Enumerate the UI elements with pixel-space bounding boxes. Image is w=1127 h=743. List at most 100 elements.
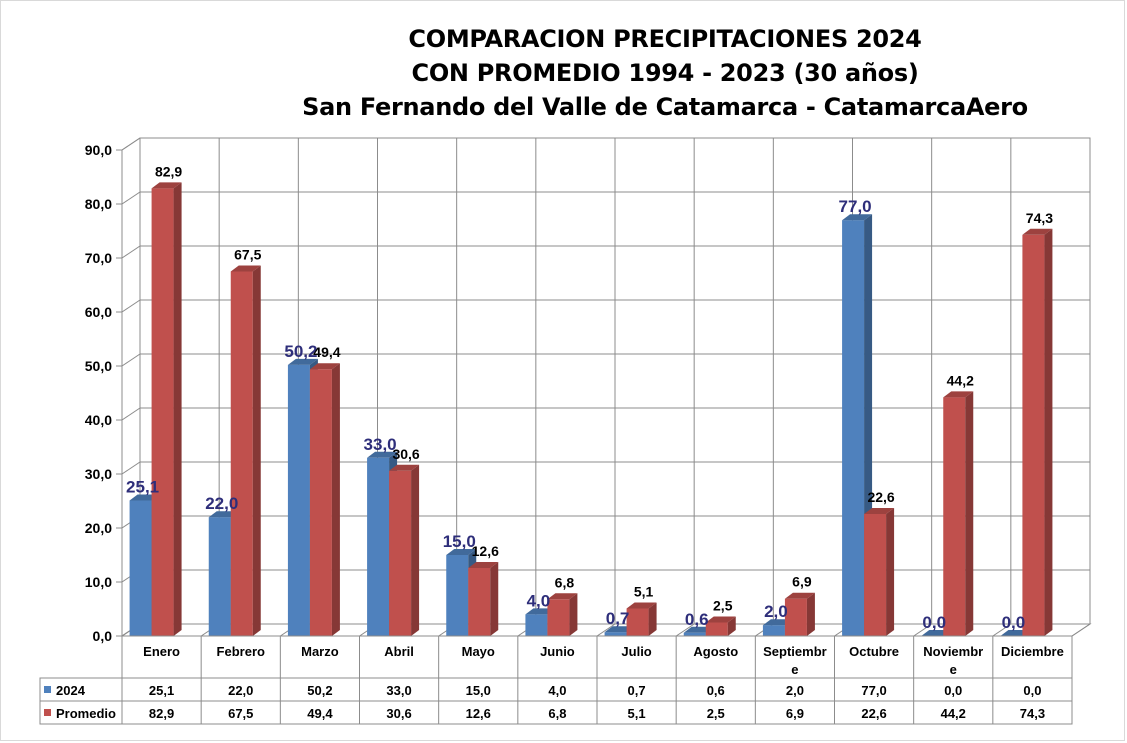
x-category-label: Enero [143, 644, 180, 659]
x-category-label: Julio [621, 644, 651, 659]
bar-top [230, 265, 261, 272]
data-label-2024: 2,0 [764, 602, 788, 621]
bar-side [173, 182, 182, 636]
chart-title-line-2: CON PROMEDIO 1994 - 2023 (30 años) [411, 59, 919, 87]
bar-front [864, 513, 887, 636]
table-cell: 22,0 [228, 683, 253, 698]
bar-top [1022, 228, 1053, 235]
bar-front [762, 625, 785, 636]
table-cell: 6,9 [786, 706, 804, 721]
y-tick-label: 40,0 [85, 412, 112, 428]
legend-label: 2024 [56, 683, 86, 698]
bar-side [648, 602, 657, 636]
table-cell: 67,5 [228, 706, 253, 721]
data-label-2024: 0,6 [685, 610, 709, 629]
table-cell: 22,6 [861, 706, 886, 721]
bar-series-promedio [309, 363, 340, 636]
data-label-2024: 0,0 [1002, 613, 1026, 632]
bar-front [626, 608, 649, 636]
bar-side [490, 561, 499, 636]
bar-front [525, 614, 548, 636]
chart-title-line-3: San Fernando del Valle de Catamarca - Ca… [302, 93, 1028, 121]
bar-front [129, 500, 152, 636]
data-table: Enero 25,1 82,9 Febrero 22,0 67,5 Marzo 50,2 49,… [39, 635, 1073, 725]
bar-top [151, 182, 182, 189]
bar-side [806, 592, 815, 636]
data-label-promedio: 12,6 [472, 543, 499, 559]
bar-series-promedio [389, 464, 420, 636]
bar-side [886, 507, 895, 636]
x-category-label: e [950, 662, 957, 677]
y-tick-label: 30,0 [85, 466, 112, 482]
bar-side [331, 363, 340, 636]
bar-top [784, 592, 815, 599]
category-gridline [992, 138, 1012, 637]
data-label-promedio: 6,8 [555, 574, 575, 590]
data-label-promedio: 5,1 [634, 583, 654, 599]
bars [129, 182, 1053, 636]
y-tick-label: 20,0 [85, 520, 112, 536]
data-label-2024: 15,0 [443, 532, 476, 551]
data-label-promedio: 67,5 [234, 247, 261, 263]
data-label-2024: 33,0 [364, 435, 397, 454]
bar-top [705, 616, 736, 623]
bar-front [547, 599, 570, 636]
bar-front [446, 555, 469, 636]
bar-top [389, 464, 420, 471]
bar-top [864, 507, 895, 514]
x-category-label: Marzo [301, 644, 339, 659]
table-cell: 5,1 [628, 706, 646, 721]
bar-front [705, 622, 728, 636]
bar-side [569, 593, 578, 636]
bar-front [389, 470, 412, 636]
x-category-label: Agosto [693, 644, 738, 659]
bar-side [411, 464, 420, 636]
bar-front [468, 567, 491, 636]
table-cell: 82,9 [149, 706, 174, 721]
bar-front [784, 598, 807, 636]
x-category-label: e [791, 662, 798, 677]
bar-top [309, 363, 340, 370]
bar-front [151, 188, 174, 636]
bar-front [1022, 234, 1045, 636]
y-tick-label: 60,0 [85, 304, 112, 320]
table-cell: 77,0 [861, 683, 886, 698]
y-tick-label: 10,0 [85, 574, 112, 590]
data-label-2024: 0,7 [606, 609, 630, 628]
data-label-promedio: 6,9 [792, 574, 812, 590]
legend-key [44, 686, 51, 693]
table-cell: 2,5 [707, 706, 725, 721]
table-cell: 0,0 [1023, 683, 1041, 698]
category-gridline [1071, 138, 1091, 637]
bar-series-promedio [705, 616, 736, 636]
table-cell: 6,8 [548, 706, 566, 721]
bar-top [287, 358, 318, 365]
x-category-label: Septiembr [763, 644, 827, 659]
x-category-label: Noviembr [923, 644, 983, 659]
data-label-promedio: 30,6 [392, 446, 419, 462]
table-cell: 15,0 [466, 683, 491, 698]
bar-series-promedio [626, 602, 657, 636]
legend-label: Promedio [56, 706, 116, 721]
bar-top [468, 561, 499, 568]
data-label-promedio: 2,5 [713, 598, 733, 614]
bar-top [547, 593, 578, 600]
bar-series-promedio [151, 182, 182, 636]
data-label-2024: 50,2 [284, 342, 317, 361]
data-label-2024: 0,0 [922, 613, 946, 632]
table-cell: 0,7 [628, 683, 646, 698]
table-cell: 44,2 [941, 706, 966, 721]
bar-top [943, 391, 974, 398]
bar-front [230, 271, 253, 636]
x-category-label: Abril [384, 644, 414, 659]
x-category-label: Diciembre [1001, 644, 1064, 659]
table-cell: 0,0 [944, 683, 962, 698]
y-tick-label: 70,0 [85, 250, 112, 266]
table-cell: 33,0 [386, 683, 411, 698]
category-gridline [675, 138, 695, 637]
data-label-2024: 4,0 [527, 591, 551, 610]
category-gridline [596, 138, 616, 637]
data-label-2024: 25,1 [126, 477, 159, 496]
